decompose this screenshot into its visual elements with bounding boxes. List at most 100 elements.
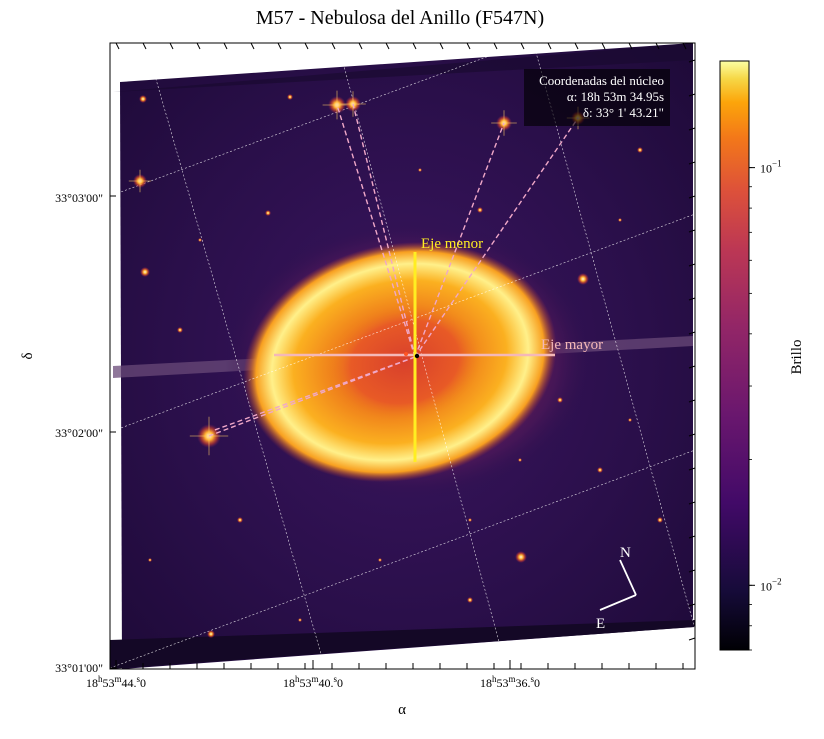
top-tick xyxy=(682,42,687,50)
image-edge xyxy=(113,43,693,92)
dec-tick-label-1: 33°03'00" xyxy=(55,191,103,205)
coordinate-grid xyxy=(110,43,695,669)
top-tick xyxy=(547,42,552,50)
right-tick xyxy=(688,93,696,97)
top-tick xyxy=(655,42,660,50)
right-tick xyxy=(688,637,696,641)
star xyxy=(148,558,152,562)
top-tick xyxy=(223,42,228,50)
star xyxy=(467,597,473,603)
right-tick xyxy=(688,433,696,437)
coords-dec: δ: 33° 1' 43.21" xyxy=(583,105,664,120)
star xyxy=(477,207,483,213)
star xyxy=(557,397,563,403)
right-tick xyxy=(688,263,696,267)
star xyxy=(378,558,382,562)
major-axis-label: Eje mayor xyxy=(541,337,603,353)
y-axis-label: δ xyxy=(20,352,36,359)
coords-ra: α: 18h 53m 34.95s xyxy=(567,89,664,104)
colorbar-tick-label: 10−1 xyxy=(760,159,782,176)
coords-box xyxy=(524,69,670,126)
top-tick xyxy=(628,42,633,50)
ra-tick-label: 18h53m44.s0 xyxy=(86,674,146,690)
right-tick xyxy=(688,297,696,301)
top-tick xyxy=(304,42,309,50)
nebula-inner xyxy=(327,302,483,422)
dec-tick-label-2: 33°02'00" xyxy=(55,426,103,440)
colorbar-tick-label: 10−2 xyxy=(760,576,782,593)
right-tick xyxy=(688,195,696,199)
colorbar-ticks: 10−1 10−2 xyxy=(749,159,782,651)
star xyxy=(298,618,302,622)
compass-north: N xyxy=(620,545,631,561)
right-tick xyxy=(688,501,696,505)
top-tick xyxy=(250,42,255,50)
right-tick xyxy=(688,161,696,165)
right-tick xyxy=(688,229,696,233)
star xyxy=(515,551,527,563)
right-tick xyxy=(688,331,696,335)
right-tick xyxy=(688,399,696,403)
colorbar xyxy=(719,60,750,651)
ra-tick-labels: 18h53m44.s0 18h53m40.s0 18h53m36.s0 xyxy=(86,674,540,690)
right-tick xyxy=(688,365,696,369)
top-tick xyxy=(142,42,147,50)
dec-tick-label-3: 33°01'00" xyxy=(55,661,103,675)
star xyxy=(265,210,271,216)
right-tick xyxy=(688,467,696,471)
x-axis-label: α xyxy=(398,702,406,718)
right-tick xyxy=(688,535,696,539)
star xyxy=(418,168,422,172)
star xyxy=(618,218,622,222)
compass-east: E xyxy=(596,616,605,632)
tick-marks xyxy=(110,42,696,669)
top-tick xyxy=(385,42,390,50)
right-tick xyxy=(688,127,696,131)
star xyxy=(637,147,643,153)
nucleus-companion xyxy=(404,352,408,356)
nucleus-marker xyxy=(414,353,420,359)
ra-tick-label: 18h53m36.s0 xyxy=(480,674,540,690)
star xyxy=(657,517,663,523)
star xyxy=(237,517,243,523)
top-tick xyxy=(196,42,201,50)
compass xyxy=(599,559,637,611)
star xyxy=(139,95,147,103)
top-tick xyxy=(439,42,444,50)
axes-frame xyxy=(109,42,696,670)
colorbar-label: Brillo xyxy=(789,339,805,374)
top-tick xyxy=(331,42,336,50)
top-tick xyxy=(520,42,525,50)
top-tick xyxy=(574,42,579,50)
star xyxy=(287,94,293,100)
star xyxy=(177,327,183,333)
minor-axis-label: Eje menor xyxy=(421,236,483,252)
star xyxy=(322,90,352,120)
star xyxy=(140,267,150,277)
star xyxy=(468,518,472,522)
star xyxy=(597,467,603,473)
top-tick xyxy=(412,42,417,50)
star xyxy=(207,630,215,638)
star xyxy=(198,238,202,242)
top-tick xyxy=(493,42,498,50)
top-tick xyxy=(358,42,363,50)
top-tick xyxy=(277,42,282,50)
star xyxy=(128,169,152,193)
star xyxy=(518,458,522,462)
top-tick xyxy=(169,42,174,50)
ra-tick-label: 18h53m40.s0 xyxy=(283,674,343,690)
guide-lines xyxy=(208,103,579,437)
top-tick xyxy=(601,42,606,50)
top-tick xyxy=(115,42,120,50)
star xyxy=(628,418,632,422)
plot-title: M57 - Nebulosa del Anillo (F547N) xyxy=(256,7,544,29)
image-area: Eje menor Eje mayor Coordenadas del núcl… xyxy=(110,43,695,669)
image-edge-bottom xyxy=(110,620,695,669)
star xyxy=(577,273,589,285)
coords-title: Coordenadas del núcleo xyxy=(539,73,664,88)
right-tick xyxy=(688,603,696,607)
right-tick xyxy=(688,569,696,573)
